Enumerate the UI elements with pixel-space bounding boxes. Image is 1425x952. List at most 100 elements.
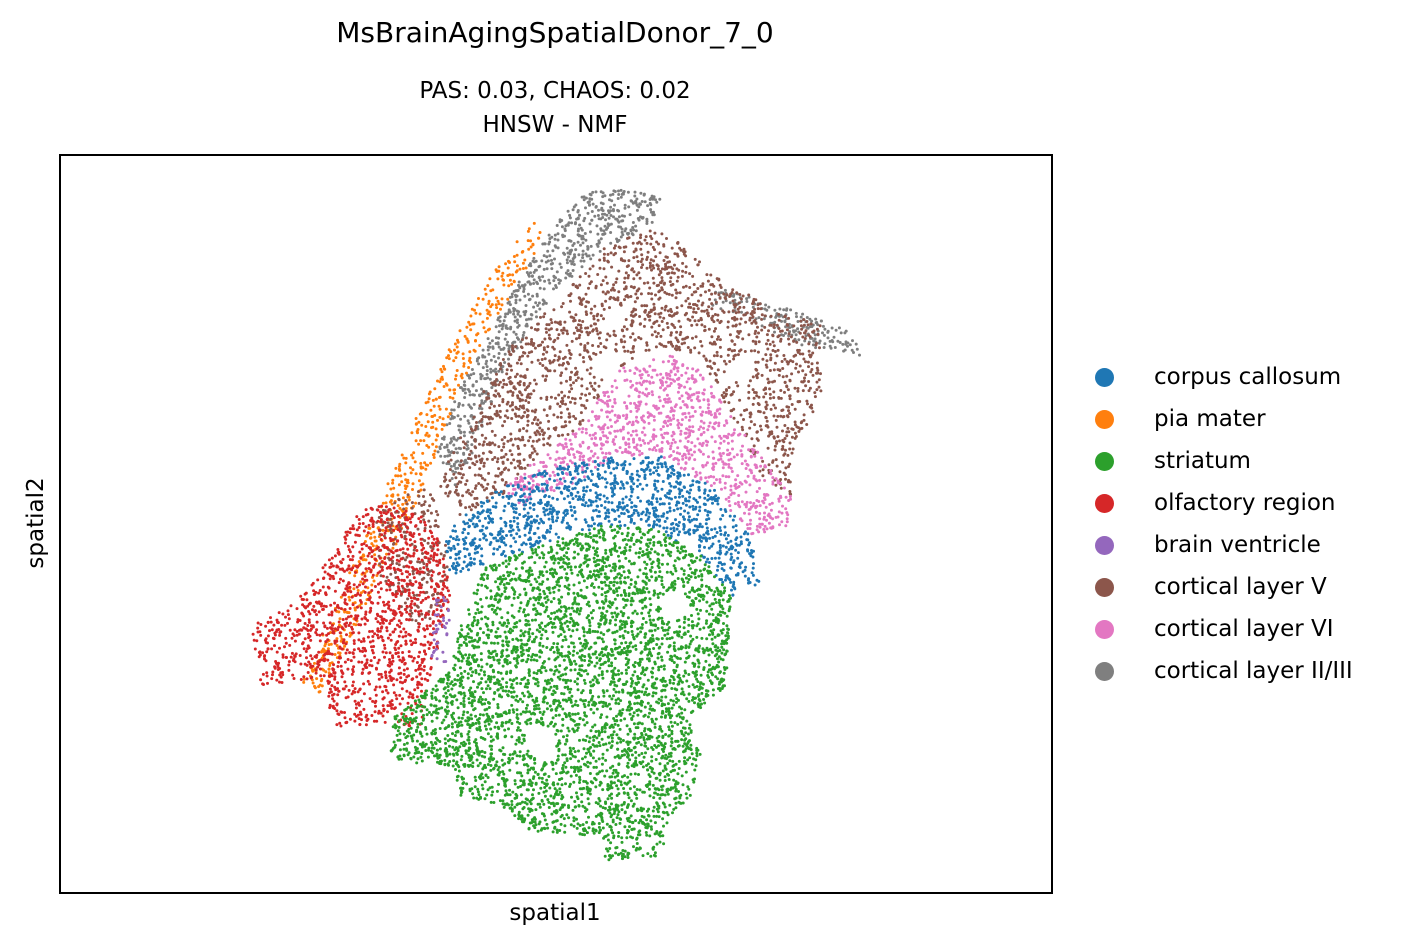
scatter-point <box>634 224 638 228</box>
scatter-point <box>620 230 624 234</box>
scatter-point <box>511 492 515 496</box>
scatter-point <box>560 305 564 309</box>
scatter-point <box>568 249 572 253</box>
scatter-point <box>637 271 641 275</box>
scatter-point <box>501 461 505 465</box>
scatter-point <box>802 418 806 422</box>
scatter-point <box>557 333 561 337</box>
scatter-point <box>488 313 492 317</box>
scatter-point <box>609 193 612 197</box>
scatter-point <box>793 420 797 424</box>
scatter-point <box>600 302 604 306</box>
scatter-point <box>534 310 538 314</box>
scatter-point <box>646 204 650 208</box>
scatter-point <box>596 332 600 336</box>
scatter-point <box>688 425 692 429</box>
scatter-point <box>769 472 773 476</box>
scatter-point <box>658 378 662 382</box>
scatter-point <box>547 328 551 332</box>
scatter-point <box>686 297 690 300</box>
scatter-point <box>348 631 352 635</box>
scatter-point <box>545 267 549 271</box>
scatter-point <box>434 438 438 442</box>
scatter-point <box>680 488 684 492</box>
scatter-point <box>727 310 731 314</box>
scatter-point <box>570 274 574 278</box>
scatter-point <box>646 415 650 419</box>
scatter-point <box>518 298 522 302</box>
scatter-point <box>559 265 563 269</box>
scatter-point <box>514 540 518 544</box>
scatter-point <box>531 439 535 443</box>
scatter-point <box>567 255 570 259</box>
scatter-point <box>428 525 432 529</box>
scatter-point <box>669 333 673 337</box>
scatter-point <box>621 233 625 237</box>
scatter-point <box>751 573 755 577</box>
scatter-point <box>625 508 629 512</box>
scatter-point <box>737 301 741 305</box>
scatter-point <box>602 229 606 233</box>
scatter-point <box>821 324 825 328</box>
scatter-point <box>387 556 391 560</box>
scatter-point <box>515 407 519 410</box>
scatter-point <box>730 349 734 353</box>
scatter-point <box>475 380 478 383</box>
scatter-point <box>513 412 517 416</box>
scatter-point <box>729 466 733 470</box>
scatter-point <box>511 341 515 345</box>
scatter-point <box>404 487 408 491</box>
scatter-point <box>747 293 751 297</box>
scatter-point <box>723 533 727 537</box>
scatter-point <box>455 345 459 349</box>
scatter-point <box>777 312 781 316</box>
scatter-point <box>440 375 444 379</box>
scatter-point <box>498 394 502 398</box>
scatter-point <box>507 364 511 368</box>
scatter-point <box>804 360 807 364</box>
scatter-point <box>489 400 493 404</box>
scatter-point <box>580 377 584 381</box>
scatter-point <box>732 390 736 394</box>
scatter-point <box>640 452 644 455</box>
scatter-point <box>576 472 580 476</box>
scatter-point <box>781 447 785 451</box>
scatter-point <box>507 300 511 304</box>
scatter-point <box>528 396 532 400</box>
scatter-point <box>621 425 625 429</box>
scatter-point <box>578 458 582 461</box>
scatter-point <box>622 334 626 338</box>
scatter-point <box>597 416 600 420</box>
scatter-point <box>499 363 503 367</box>
scatter-point <box>673 379 676 383</box>
scatter-point <box>652 266 656 270</box>
scatter-point <box>486 284 490 288</box>
scatter-point <box>757 500 761 503</box>
scatter-point <box>758 512 762 515</box>
scatter-point <box>419 488 423 492</box>
scatter-point <box>541 242 545 246</box>
scatter-point <box>785 307 789 311</box>
scatter-point <box>426 509 430 513</box>
scatter-point <box>578 213 581 217</box>
scatter-point <box>649 210 653 214</box>
scatter-point <box>414 472 418 476</box>
scatter-point <box>540 428 544 432</box>
scatter-point <box>841 342 845 346</box>
scatter-point <box>409 466 412 470</box>
scatter-point <box>635 473 639 477</box>
scatter-point <box>735 486 739 489</box>
scatter-point <box>643 420 646 424</box>
scatter-point <box>531 243 535 247</box>
scatter-point <box>563 479 567 483</box>
scatter-point <box>684 436 688 440</box>
scatter-point <box>570 370 573 374</box>
scatter-point <box>425 413 429 417</box>
scatter-point <box>642 193 646 197</box>
scatter-point <box>651 495 655 499</box>
scatter-point <box>727 496 731 499</box>
scatter-point <box>590 423 594 427</box>
scatter-point <box>612 246 616 250</box>
scatter-point <box>658 448 662 452</box>
scatter-point <box>537 236 541 240</box>
